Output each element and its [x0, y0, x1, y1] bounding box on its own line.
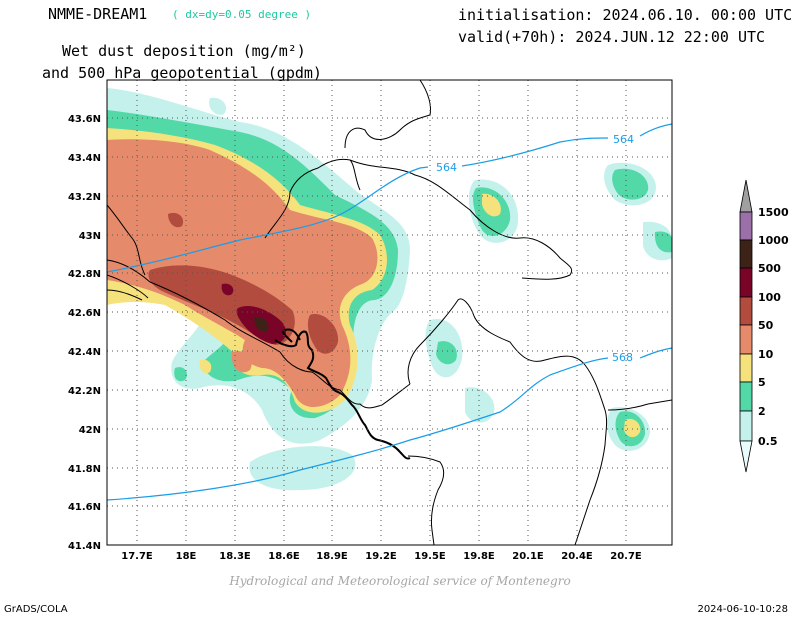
model-name: NMME-DREAM1	[48, 5, 148, 23]
latitude-axis: 43.6N 43.4N 43.2N 43N 42.8N 42.6N 42.4N …	[68, 114, 101, 552]
legend-overflow-top	[739, 179, 753, 213]
legend-swatch-0-5	[739, 410, 753, 442]
lat-tick-label: 43.4N	[68, 153, 101, 164]
legend-label: 5	[758, 376, 766, 389]
field-title: Wet dust deposition (mg/m²)	[62, 42, 306, 60]
legend-swatch-100	[739, 267, 753, 298]
lon-tick-label: 20.4E	[561, 551, 593, 562]
lon-tick-label: 19.2E	[365, 551, 397, 562]
lon-tick-label: 18.3E	[219, 551, 251, 562]
lon-tick-label: 18E	[176, 551, 197, 562]
legend-label: 1000	[758, 234, 789, 247]
legend-label: 50	[758, 319, 774, 332]
lon-tick-label: 19.8E	[463, 551, 495, 562]
legend-swatch-2	[739, 381, 753, 412]
legend-labels: 1500 1000 500 100 50 10 5 2 0.5	[758, 206, 789, 448]
lon-tick-label: 20.7E	[610, 551, 642, 562]
lat-tick-label: 41.8N	[68, 464, 101, 475]
legend-label: 2	[758, 405, 766, 418]
coastline	[274, 328, 411, 460]
credit-line: Hydrological and Meteorological service …	[229, 574, 571, 588]
software-label: GrADS/COLA	[4, 604, 68, 615]
legend-underflow-bottom	[739, 440, 753, 473]
lon-tick-label: 19.5E	[414, 551, 446, 562]
lat-tick-label: 42.8N	[68, 269, 101, 280]
legend-label: 1500	[758, 206, 789, 219]
contour-564-line	[107, 123, 672, 273]
contour-568-line	[107, 347, 672, 501]
lon-tick-label: 18.6E	[268, 551, 300, 562]
longitude-axis: 17.7E 18E 18.3E 18.6E 18.9E 19.2E 19.5E …	[121, 551, 642, 562]
lon-tick-label: 17.7E	[121, 551, 153, 562]
legend-label: 100	[758, 291, 781, 304]
dust-level-500	[254, 317, 269, 332]
lat-tick-label: 42.2N	[68, 386, 101, 397]
valid-time: valid(+70h): 2024.JUN.12 22:00 UTC	[458, 28, 766, 46]
contour-564-label: 564	[613, 133, 634, 146]
legend-swatch-50	[739, 296, 753, 326]
legend-swatch-5	[739, 353, 753, 383]
lat-tick-label: 42.6N	[68, 308, 101, 319]
color-legend	[739, 179, 753, 473]
dust-deposition-field	[107, 88, 672, 491]
legend-swatch-10	[739, 324, 753, 355]
legend-label: 10	[758, 348, 774, 361]
initialisation-time: initialisation: 2024.06.10. 00:00 UTC	[458, 6, 793, 24]
resolution-note: ( dx=dy=0.05 degree )	[172, 8, 312, 21]
legend-swatch-1000	[739, 211, 753, 241]
lon-tick-label: 18.9E	[316, 551, 348, 562]
contour-564-label: 564	[436, 161, 457, 174]
legend-swatch-500	[739, 239, 753, 269]
lat-tick-label: 43.2N	[68, 192, 101, 203]
map-frame	[106, 79, 673, 546]
lat-tick-label: 41.6N	[68, 502, 101, 513]
lat-tick-label: 42N	[79, 425, 101, 436]
lon-tick-label: 20.1E	[512, 551, 544, 562]
lat-tick-label: 43.6N	[68, 114, 101, 125]
lat-tick-label: 41.4N	[68, 541, 101, 552]
legend-label: 0.5	[758, 435, 778, 448]
lat-tick-label: 42.4N	[68, 347, 101, 358]
contour-568-label: 568	[612, 351, 633, 364]
legend-label: 500	[758, 262, 781, 275]
field-subtitle: and 500 hPa geopotential (gpdm)	[42, 64, 322, 82]
render-timestamp: 2024-06-10-10:28	[697, 604, 788, 615]
geopotential-contours	[107, 123, 672, 501]
lat-tick-label: 43N	[79, 231, 101, 242]
grid-lines	[107, 80, 672, 545]
